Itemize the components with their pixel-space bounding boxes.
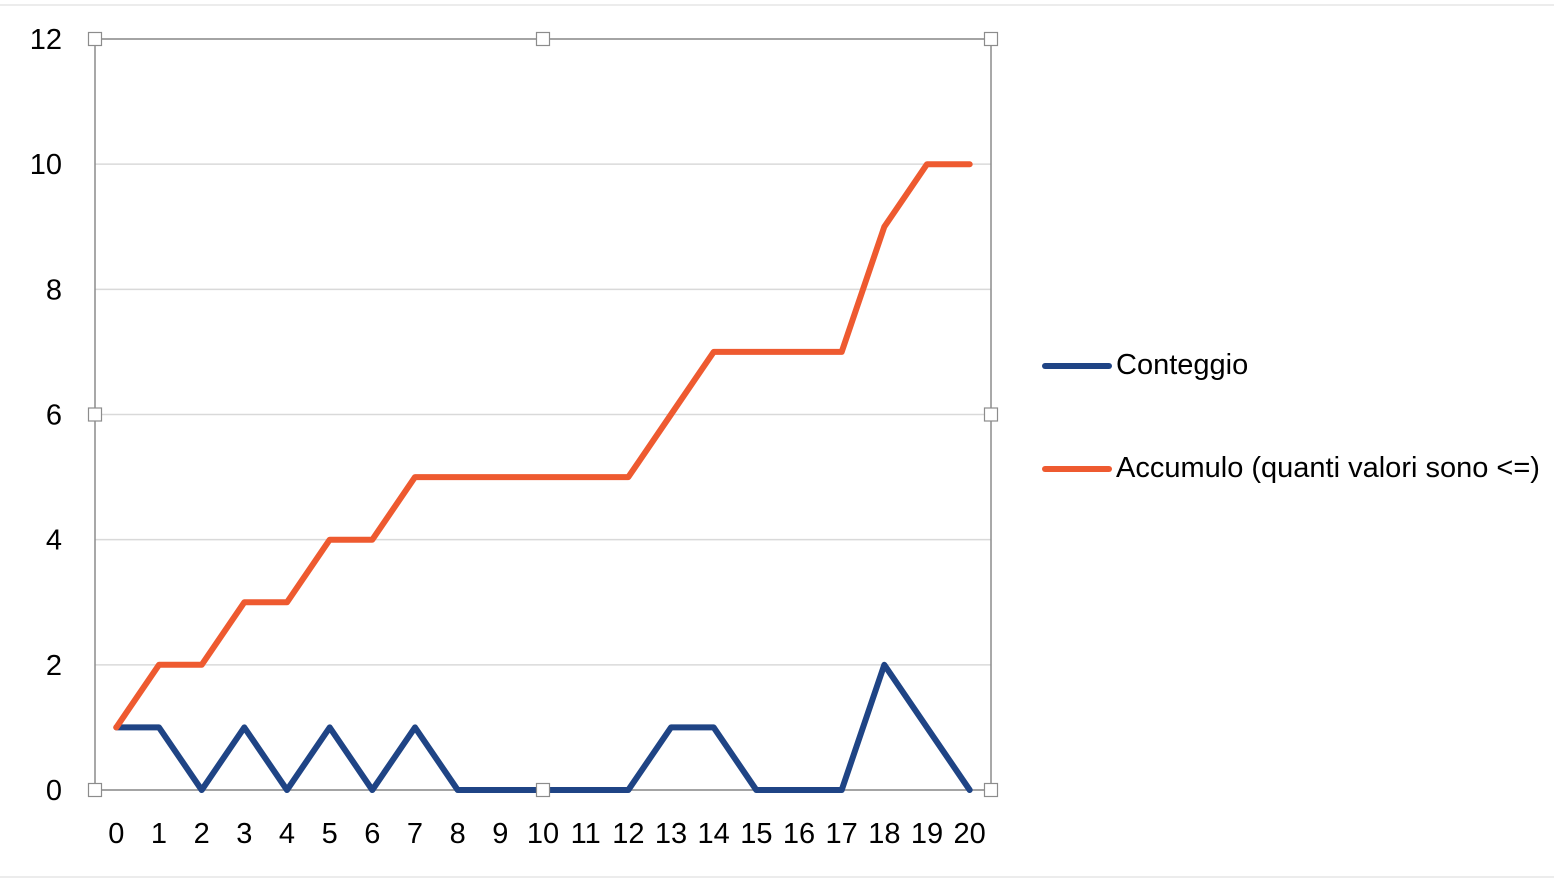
x-tick-label: 13 [655,818,687,850]
y-tick-label: 6 [46,400,62,432]
x-tick-label: 15 [740,818,772,850]
series-lines [113,161,973,793]
series-line-conteggio[interactable] [113,661,973,793]
x-tick-label: 5 [322,818,338,850]
x-axis-tick-labels: 0 1 2 3 4 5 6 7 8 9 10 11 12 13 14 15 16 17 18 19 20 [108,818,986,850]
y-tick-label: 8 [46,274,62,306]
x-tick-label: 4 [279,818,295,850]
legend-label-conteggio: Conteggio [1116,349,1249,381]
y-tick-label: 4 [46,525,62,557]
series-line-accumulo[interactable] [113,161,973,731]
x-tick-label: 0 [108,818,124,850]
resize-handle[interactable] [983,31,999,47]
legend-swatch-conteggio [1042,363,1112,369]
x-tick-label: 19 [911,818,943,850]
resize-handle[interactable] [87,782,103,798]
resize-handle[interactable] [983,782,999,798]
y-axis-tick-labels: 0 2 4 6 8 10 12 [30,24,62,807]
x-tick-label: 16 [783,818,815,850]
x-tick-label: 20 [954,818,986,850]
resize-handle[interactable] [87,31,103,47]
x-tick-label: 11 [571,818,601,850]
y-tick-label: 2 [46,650,62,682]
x-tick-label: 2 [194,818,210,850]
x-tick-label: 8 [450,818,466,850]
x-tick-label: 17 [826,818,858,850]
resize-handle[interactable] [535,782,551,798]
resize-handle[interactable] [87,407,103,422]
resize-handle[interactable] [983,407,999,422]
x-tick-label: 14 [698,818,730,850]
resize-handle[interactable] [535,31,551,47]
x-tick-label: 3 [236,818,252,850]
x-tick-label: 6 [364,818,380,850]
legend[interactable]: Conteggio Accumulo (quanti valori sono <… [1040,345,1540,488]
legend-item-conteggio[interactable]: Conteggio [1040,345,1540,385]
x-tick-label: 18 [868,818,900,850]
x-tick-label: 1 [151,818,167,850]
y-tick-label: 0 [46,775,62,807]
legend-label-accumulo: Accumulo (quanti valori sono <=) [1116,452,1540,484]
legend-swatch-accumulo [1042,466,1112,472]
x-tick-label: 7 [407,818,423,850]
x-tick-label: 9 [492,818,508,850]
y-tick-label: 12 [30,24,62,56]
selection-handles[interactable] [87,31,999,798]
y-tick-label: 10 [30,149,62,181]
x-tick-label: 12 [612,818,644,850]
x-tick-label: 10 [527,818,559,850]
gridlines [95,38,991,791]
legend-item-accumulo[interactable]: Accumulo (quanti valori sono <=) [1040,448,1540,488]
